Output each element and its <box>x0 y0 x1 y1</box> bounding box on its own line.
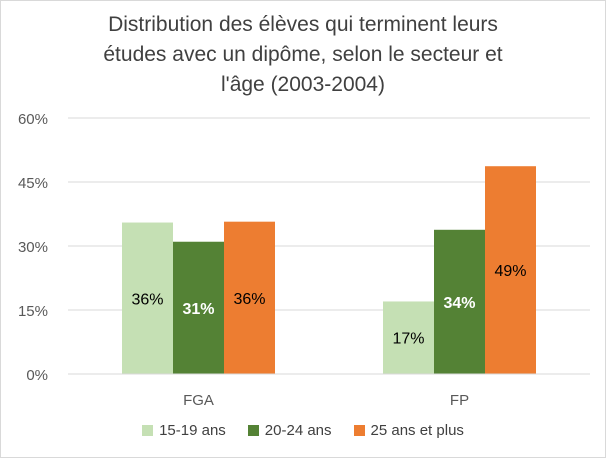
y-tick-label-4: 60% <box>18 111 48 128</box>
y-tick-label-1: 15% <box>18 303 48 320</box>
data-label-fp-series-0: 17% <box>392 331 424 348</box>
bar-fp-series-0 <box>383 301 434 374</box>
bar-fga-series-2 <box>224 221 275 374</box>
bar-fga-series-1 <box>173 241 224 374</box>
legend-label-20-24: 20-24 ans <box>264 422 332 439</box>
chart-title-line-2: études avec un dipôme, selon le secteur … <box>103 43 503 66</box>
legend-swatch-15-19 <box>142 425 154 436</box>
legend-item-25-plus: 25 ans et plus <box>353 422 464 439</box>
x-tick-label-fga: FGA <box>183 392 214 409</box>
chart-title-line-1: Distribution des élèves qui terminent le… <box>108 13 498 36</box>
legend-swatch-20-24 <box>247 425 259 436</box>
chart-title-line-3: l'âge (2003-2004) <box>221 73 385 96</box>
bar-fp-series-1 <box>434 229 485 374</box>
y-tick-label-3: 45% <box>18 175 48 192</box>
legend-label-15-19: 15-19 ans <box>159 422 226 439</box>
data-label-fga-series-0: 36% <box>131 291 163 308</box>
legend-item-20-24: 20-24 ans <box>247 422 332 439</box>
data-label-fp-series-1: 34% <box>443 295 475 312</box>
bar-fp-series-2 <box>485 166 536 374</box>
legend-swatch-25-plus <box>353 425 365 436</box>
legend-item-15-19: 15-19 ans <box>142 422 226 439</box>
data-label-fga-series-1: 31% <box>182 301 214 318</box>
legend: 15-19 ans 20-24 ans 25 ans et plus <box>0 422 606 439</box>
data-label-fga-series-2: 36% <box>233 291 265 308</box>
x-tick-label-fp: FP <box>450 392 469 409</box>
y-tick-label-0: 0% <box>26 367 48 384</box>
data-label-fp-series-2: 49% <box>494 263 526 280</box>
legend-label-25-plus: 25 ans et plus <box>370 422 464 439</box>
chart-title: Distribution des élèves qui terminent le… <box>0 10 606 100</box>
y-tick-label-2: 30% <box>18 239 48 256</box>
bar-fga-series-0 <box>122 222 173 374</box>
